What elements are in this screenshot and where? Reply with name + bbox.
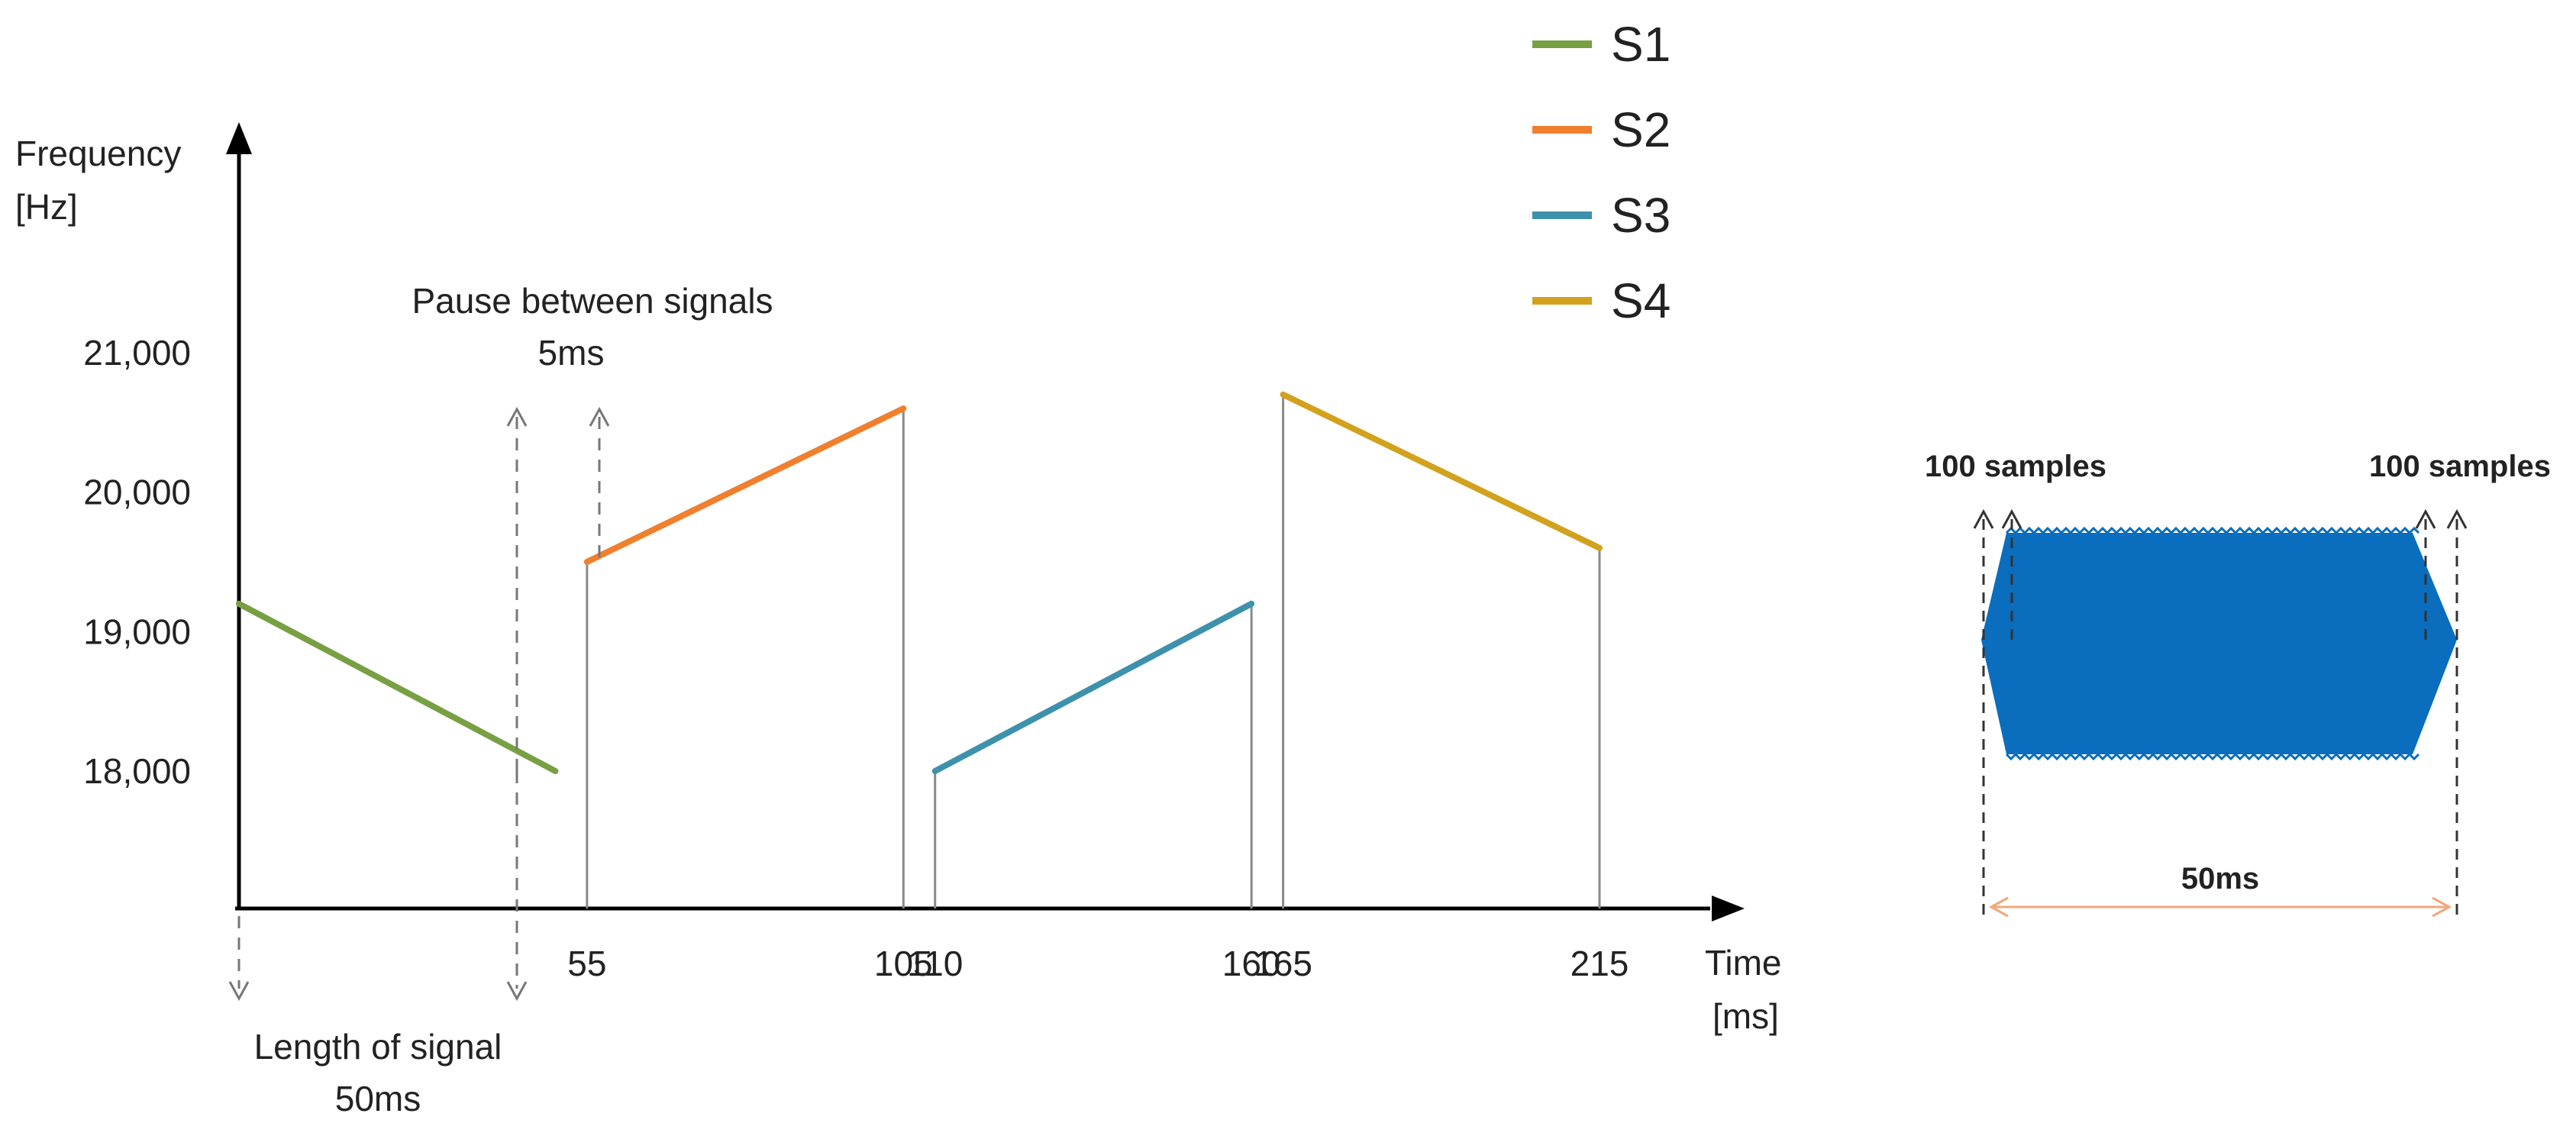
x-tick-label: 105 [874,944,933,983]
y-tick-labels: 18,000 19,000 20,000 21,000 [83,333,191,791]
pause-arrow-right [589,406,610,427]
waveform-ripple-top [2005,526,2420,535]
series-line-s4 [1280,391,1603,551]
x-axis-label-line1: Time [1705,943,1782,983]
ramp-arrow-left-outer [1973,508,1994,529]
ramp-arrow-right-outer [2446,508,2468,529]
legend-label-s3: S3 [1611,188,1671,243]
pause-label-line1: Pause between signals [412,281,773,321]
duration-arrowhead-left [1988,896,2009,918]
ramp-markers: 100 samples 100 samples [1925,450,2551,916]
y-tick-label: 20,000 [83,473,191,512]
legend-label-s1: S1 [1611,17,1671,72]
waveform-inset: 100 samples 100 samples 50ms [1925,450,2551,918]
length-annotation: Length of signal 50ms [228,771,528,1118]
pause-arrow-left [506,406,528,427]
ramp-right-label: 100 samples [2369,450,2551,483]
waveform-ripple-bottom [2005,752,2420,761]
ramp-arrow-left-inner [2001,508,2022,529]
length-arrow-right [506,981,528,1002]
x-guide-lines [586,394,1601,908]
y-tick-label: 18,000 [83,751,191,791]
pause-annotation: Pause between signals 5ms [412,281,773,771]
x-axis-arrowhead [1712,896,1745,921]
chart-axes [226,122,1745,921]
y-axis-arrowhead [226,122,252,154]
y-tick-label: 19,000 [83,612,191,651]
signal-series [236,391,1603,774]
waveform-body [1981,533,2457,754]
x-tick-label: 165 [1254,944,1312,983]
y-tick-label: 21,000 [83,333,191,373]
series-line-s1 [236,600,559,774]
duration-arrowhead-right [2432,896,2452,918]
pause-label-line2: 5ms [538,333,605,373]
ramp-arrow-right-inner [2415,508,2436,529]
length-label-line2: 50ms [335,1079,421,1118]
x-tick-label: 110 [907,944,963,983]
x-tick-label: 160 [1222,944,1281,983]
y-axis-label-line1: Frequency [15,134,181,173]
length-arrow-left [228,981,250,1002]
waveform-envelope [1981,526,2457,761]
legend: S1 S2 S3 S4 [1532,17,1671,328]
x-axis-label-line2: [ms] [1712,996,1779,1036]
ramp-left-label: 100 samples [1925,450,2106,483]
y-axis-label-line2: [Hz] [15,187,78,227]
x-tick-label: 55 [567,944,606,983]
duration-arrow: 50ms [1988,862,2452,918]
x-tick-label: 215 [1570,944,1629,983]
duration-label: 50ms [2181,862,2259,896]
series-line-s2 [583,405,907,565]
legend-label-s4: S4 [1611,273,1671,328]
series-line-s3 [931,600,1255,774]
length-label-line1: Length of signal [254,1027,502,1067]
legend-label-s2: S2 [1611,102,1671,157]
